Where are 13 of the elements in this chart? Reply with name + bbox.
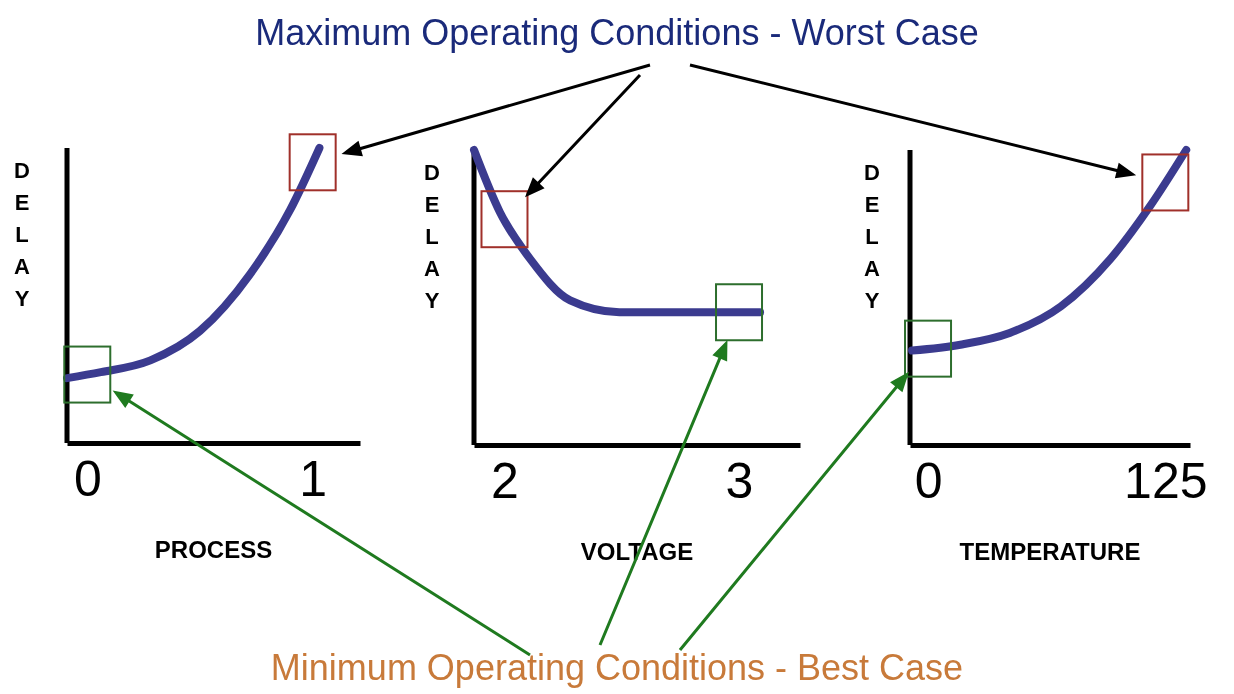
chart-title: Maximum Operating Conditions - Worst Case — [255, 12, 979, 53]
y-axis-title: DELAY — [14, 158, 31, 311]
x-tick-label: 2 — [491, 453, 519, 509]
x-axis-title: PROCESS — [154, 536, 273, 563]
x-tick-label: 0 — [914, 453, 943, 509]
x-tick-label: 3 — [725, 453, 754, 509]
text: Minimum Operating Conditions - Best Case — [270, 647, 964, 688]
y-axis-title: DELAY — [864, 160, 881, 313]
x-tick-label: 1 — [299, 451, 328, 507]
x-tick-label: 0 — [73, 451, 102, 507]
y-axis-title: DELAY — [424, 160, 441, 313]
x-axis-title: TEMPERATURE — [959, 538, 1141, 565]
x-tick-label: 125 — [1124, 453, 1208, 509]
